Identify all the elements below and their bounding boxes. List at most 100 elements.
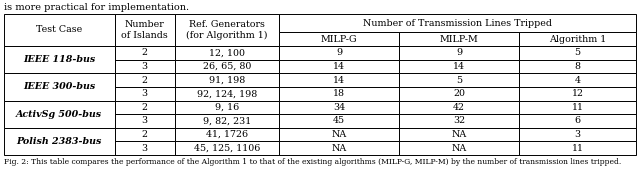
Bar [115,60,175,73]
Text: Ref. Generators
(for Algorithm 1): Ref. Generators (for Algorithm 1) [186,20,268,40]
Bar [519,60,636,73]
Bar [115,128,175,141]
Text: 3: 3 [575,130,580,139]
Bar [279,101,399,114]
Bar [399,87,519,101]
Text: 6: 6 [575,116,580,125]
Text: 3: 3 [141,116,148,125]
Bar [279,128,399,141]
Bar [399,141,519,155]
Bar [399,60,519,73]
Bar [519,141,636,155]
Text: NA: NA [332,130,347,139]
Text: 3: 3 [141,144,148,153]
Bar [279,73,399,87]
Bar [175,128,279,141]
Text: 11: 11 [572,103,584,112]
Text: 14: 14 [333,62,345,71]
Bar [279,87,399,101]
Bar [115,46,175,60]
Text: 45: 45 [333,116,345,125]
Text: 9: 9 [456,48,462,57]
Text: 45, 125, 1106: 45, 125, 1106 [193,144,260,153]
Text: 12, 100: 12, 100 [209,48,244,57]
Text: 41, 1726: 41, 1726 [205,130,248,139]
Bar [175,60,279,73]
Text: 5: 5 [575,48,580,57]
Bar [399,73,519,87]
Bar [115,73,175,87]
Text: 9, 16: 9, 16 [214,103,239,112]
Text: IEEE 118-bus: IEEE 118-bus [23,55,95,64]
Bar [4,14,115,46]
Text: ActivSg 500-bus: ActivSg 500-bus [16,110,102,119]
Text: 2: 2 [141,130,148,139]
Text: 14: 14 [333,76,345,85]
Bar [115,114,175,128]
Bar [519,101,636,114]
Bar [115,101,175,114]
Text: NA: NA [332,144,347,153]
Text: 9: 9 [336,48,342,57]
Text: 4: 4 [575,76,580,85]
Text: 2: 2 [141,76,148,85]
Text: MILP-G: MILP-G [321,35,357,44]
Text: 5: 5 [456,76,462,85]
Text: 12: 12 [572,89,584,98]
Bar [175,141,279,155]
Bar [115,87,175,101]
Text: IEEE 300-bus: IEEE 300-bus [23,82,95,91]
Text: Number
of Islands: Number of Islands [121,20,168,40]
Bar [175,46,279,60]
Text: 34: 34 [333,103,345,112]
Bar [399,128,519,141]
Bar [519,73,636,87]
Bar [279,14,636,32]
Bar [399,101,519,114]
Bar [175,114,279,128]
Text: 42: 42 [453,103,465,112]
Bar [4,46,115,73]
Bar [519,32,636,46]
Text: 26, 65, 80: 26, 65, 80 [203,62,251,71]
Text: 3: 3 [141,62,148,71]
Bar [399,46,519,60]
Bar [175,101,279,114]
Text: 11: 11 [572,144,584,153]
Text: 2: 2 [141,48,148,57]
Text: 91, 198: 91, 198 [209,76,245,85]
Bar [175,87,279,101]
Bar [519,87,636,101]
Bar [175,14,279,46]
Text: Fig. 2: This table compares the performance of the Algorithm 1 to that of the ex: Fig. 2: This table compares the performa… [4,158,621,166]
Bar [399,32,519,46]
Bar [519,46,636,60]
Bar [519,114,636,128]
Text: 32: 32 [453,116,465,125]
Bar [4,101,115,128]
Bar [279,32,399,46]
Text: 18: 18 [333,89,345,98]
Text: 20: 20 [453,89,465,98]
Bar [4,128,115,155]
Text: 92, 124, 198: 92, 124, 198 [196,89,257,98]
Text: 3: 3 [141,89,148,98]
Text: Polish 2383-bus: Polish 2383-bus [17,137,102,146]
Text: 2: 2 [141,103,148,112]
Bar [279,114,399,128]
Text: is more practical for implementation.: is more practical for implementation. [4,4,189,13]
Bar [279,141,399,155]
Bar [279,46,399,60]
Bar [115,14,175,46]
Text: Algorithm 1: Algorithm 1 [549,35,606,44]
Bar [279,60,399,73]
Text: Test Case: Test Case [36,25,83,35]
Bar [4,73,115,101]
Text: MILP-M: MILP-M [440,35,479,44]
Text: NA: NA [451,144,467,153]
Text: 9, 82, 231: 9, 82, 231 [203,116,251,125]
Bar [115,141,175,155]
Text: NA: NA [451,130,467,139]
Bar [519,128,636,141]
Bar [399,114,519,128]
